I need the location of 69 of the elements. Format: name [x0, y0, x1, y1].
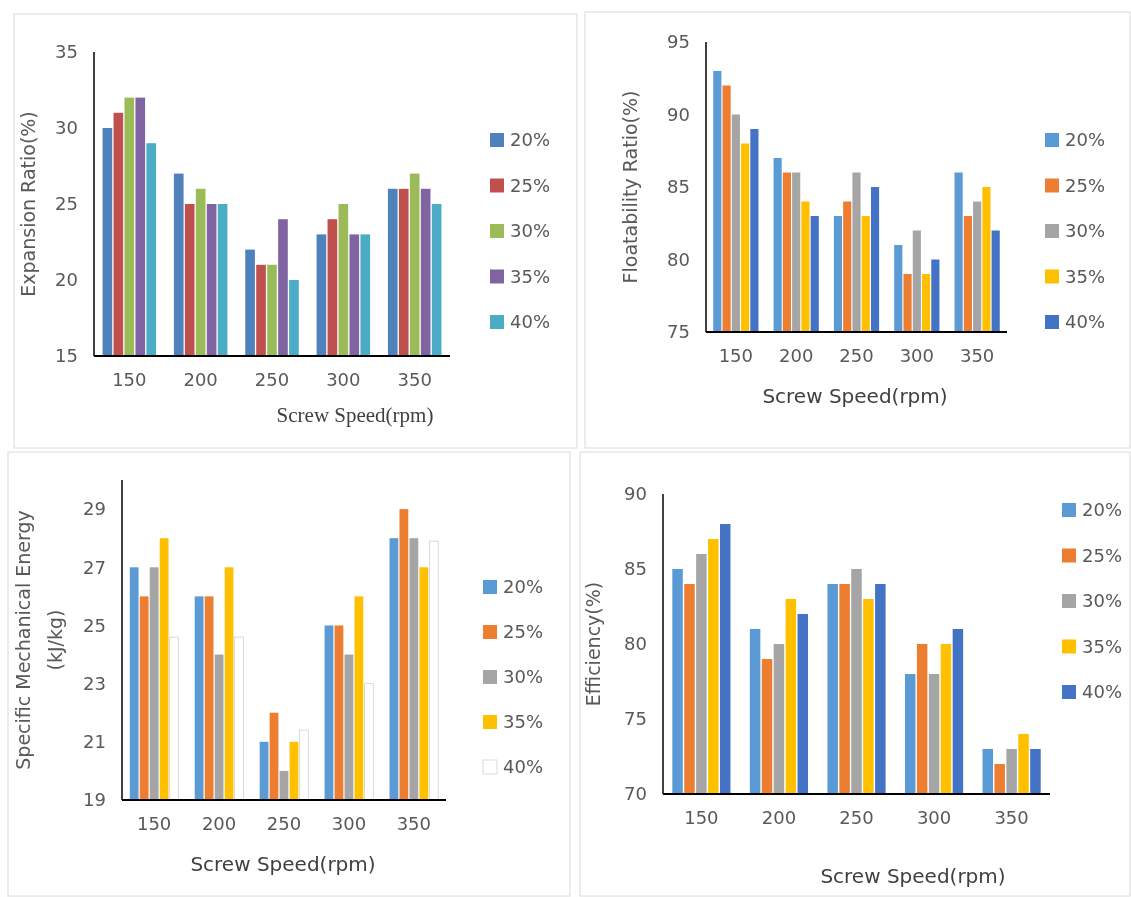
x-tick-label: 250 [254, 369, 290, 390]
x-tick-label: 300 [326, 369, 361, 390]
x-axis-title: Screw Speed(rpm) [820, 864, 1006, 888]
legend-label: 30% [510, 220, 551, 242]
x-tick-label: 150 [136, 813, 172, 834]
x-axis-title: Screw Speed(rpm) [762, 384, 948, 408]
y-tick-label: 75 [667, 321, 690, 343]
legend-label: 20% [1082, 499, 1123, 521]
legend-label: 35% [503, 711, 544, 733]
x-tick-label: 200 [779, 345, 814, 366]
legend-label: 20% [1065, 129, 1106, 151]
x-tick-label: 300 [916, 807, 952, 828]
y-tick-label: 90 [667, 103, 690, 125]
y-tick-label: 21 [83, 731, 106, 753]
legend-label: 25% [503, 621, 544, 643]
x-tick-label: 350 [397, 369, 432, 390]
y-tick-label: 29 [83, 498, 106, 520]
y-tick-label: 95 [667, 31, 690, 53]
legend-label: 20% [510, 129, 551, 151]
y-tick-label: 75 [624, 708, 647, 730]
y-tick-label: 80 [624, 633, 647, 655]
y-tick-label: 20 [55, 269, 78, 291]
legend-label: 30% [503, 666, 544, 688]
legend-label: 20% [503, 576, 544, 598]
legend-label: 40% [1065, 311, 1106, 333]
y-axis-title: Floatability Ratio(%) [619, 90, 641, 284]
x-tick-label: 300 [899, 345, 934, 366]
y-tick-label: 19 [83, 789, 106, 811]
y-tick-label: 15 [55, 345, 78, 367]
y-axis-title: Efficiency(%) [582, 581, 604, 707]
y-tick-label: 23 [83, 672, 106, 694]
y-tick-label: 30 [55, 117, 78, 139]
y-tick-label: 85 [624, 558, 647, 580]
x-tick-label: 250 [839, 807, 874, 828]
x-tick-label: 200 [201, 813, 237, 834]
x-tick-label: 350 [396, 813, 432, 834]
x-tick-label: 150 [718, 345, 754, 366]
y-axis-title: Specific Mechanical Energy (kJ/kg) [12, 510, 66, 770]
x-tick-label: 250 [266, 813, 302, 834]
legend-label: 30% [1082, 590, 1123, 612]
legend-label: 30% [1065, 220, 1106, 242]
legend-label: 25% [1065, 174, 1106, 196]
x-tick-label: 350 [994, 807, 1029, 828]
x-axis-title: Screw Speed(rpm) [190, 852, 376, 876]
x-tick-label: 150 [684, 807, 719, 828]
legend-label: 35% [1082, 635, 1123, 657]
x-tick-label: 250 [839, 345, 874, 366]
legend-label: 25% [510, 174, 551, 196]
legend-label: 35% [510, 265, 551, 287]
y-tick-label: 27 [83, 556, 106, 578]
x-axis-title: Screw Speed(rpm) [276, 403, 434, 427]
x-tick-label: 350 [959, 345, 995, 366]
y-tick-label: 25 [83, 614, 106, 636]
legend-label: 35% [1065, 265, 1106, 287]
y-axis-title: Expansion Ratio(%) [17, 111, 39, 297]
y-tick-label: 90 [624, 483, 647, 505]
legend-label: 25% [1082, 544, 1123, 566]
y-tick-label: 70 [624, 783, 647, 805]
y-tick-label: 80 [667, 248, 690, 270]
x-tick-label: 200 [183, 369, 218, 390]
y-tick-label: 25 [55, 193, 78, 215]
y-tick-label: 35 [55, 41, 78, 63]
x-tick-label: 150 [112, 369, 147, 390]
x-tick-label: 300 [331, 813, 367, 834]
legend-label: 40% [503, 756, 544, 778]
x-tick-label: 200 [761, 807, 797, 828]
legend-label: 40% [1082, 681, 1123, 703]
legend-label: 40% [510, 311, 551, 333]
y-tick-label: 85 [667, 176, 690, 198]
